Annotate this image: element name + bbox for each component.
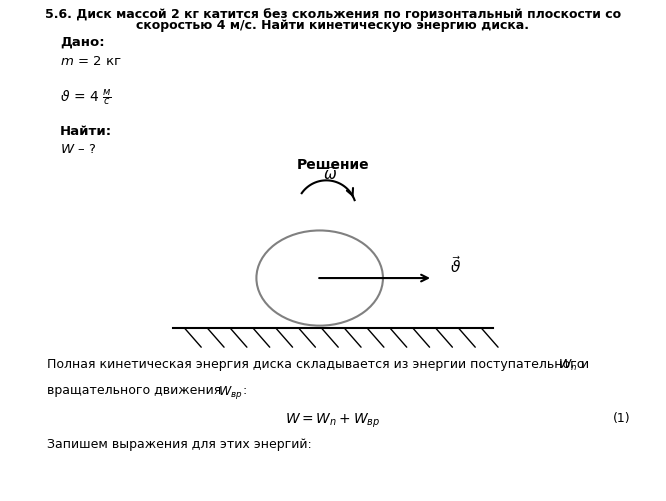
Text: Найти:: Найти: xyxy=(60,125,112,138)
Text: (1): (1) xyxy=(613,412,630,425)
Text: $W_n$: $W_n$ xyxy=(558,358,577,373)
Text: вращательного движения: вращательного движения xyxy=(47,384,225,397)
Text: $W = W_n + W_{вр}$: $W = W_n + W_{вр}$ xyxy=(285,412,381,430)
Text: $\vartheta$ = 4 $\frac{м}{с}$: $\vartheta$ = 4 $\frac{м}{с}$ xyxy=(60,88,111,108)
Text: Дано:: Дано: xyxy=(60,35,105,48)
Text: и: и xyxy=(577,358,589,371)
Text: $m$ = 2 кг: $m$ = 2 кг xyxy=(60,55,121,68)
Text: $\vec{\vartheta}$: $\vec{\vartheta}$ xyxy=(450,255,461,276)
Text: скоростью 4 м/с. Найти кинетическую энергию диска.: скоростью 4 м/с. Найти кинетическую энер… xyxy=(137,19,529,32)
Text: $W_{вр}$: $W_{вр}$ xyxy=(218,384,243,401)
Text: $W$ – ?: $W$ – ? xyxy=(60,143,96,156)
Text: $\vec{\omega}$: $\vec{\omega}$ xyxy=(322,165,337,183)
Text: 5.6. Диск массой 2 кг катится без скольжения по горизонтальный плоскости со: 5.6. Диск массой 2 кг катится без скольж… xyxy=(45,8,621,21)
Text: Полная кинетическая энергия диска складывается из энергии поступательного: Полная кинетическая энергия диска склады… xyxy=(47,358,588,371)
Text: Решение: Решение xyxy=(296,158,370,172)
Text: Запишем выражения для этих энергий:: Запишем выражения для этих энергий: xyxy=(47,438,312,451)
Text: :: : xyxy=(242,384,246,397)
